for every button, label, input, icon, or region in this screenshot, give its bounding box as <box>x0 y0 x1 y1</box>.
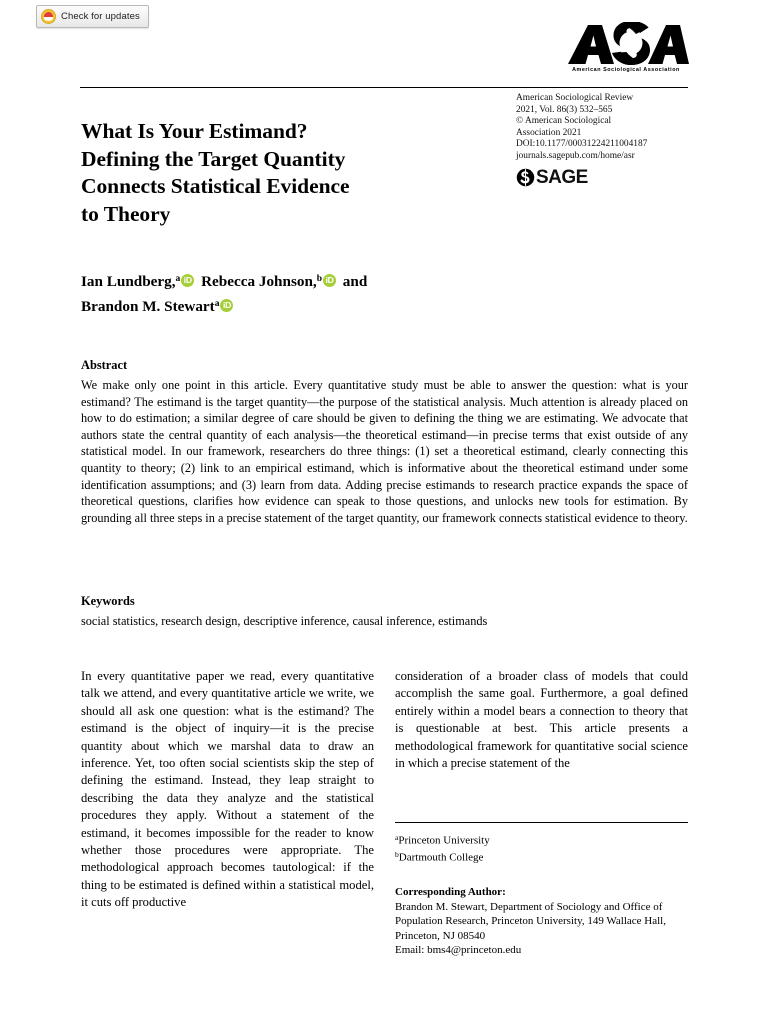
title-line-1: What Is Your Estimand? <box>81 119 308 144</box>
body-column-right: consideration of a broader class of mode… <box>395 668 688 772</box>
corresponding-author-heading: Corresponding Author: <box>395 886 506 898</box>
corresponding-author-block: Corresponding Author: Brandon M. Stewart… <box>395 885 692 958</box>
check-for-updates-label: Check for updates <box>61 11 140 22</box>
orcid-icon-label-2: iD <box>325 274 334 285</box>
journal-metadata: American Sociological Review 2021, Vol. … <box>516 93 696 187</box>
affiliation-text-b: Dartmouth College <box>398 851 484 864</box>
orcid-icon-3[interactable]: iD <box>220 298 234 312</box>
sage-wordmark: SAGE <box>536 166 588 188</box>
doi[interactable]: DOI:10.1177/00031224211004187 <box>516 139 648 150</box>
affiliation-marker-b: b <box>395 849 399 859</box>
keywords-text: social statistics, research design, desc… <box>81 614 488 628</box>
affiliation-marker-a: a <box>395 833 399 842</box>
asa-logo: American Sociological Association <box>562 22 690 73</box>
body-paragraph-left: In every quantitative paper we read, eve… <box>81 669 374 910</box>
orcid-icon-label-1: iD <box>183 274 192 285</box>
affiliation-a: aPrinceton University <box>395 831 688 848</box>
keywords-heading: Keywords <box>81 594 135 608</box>
page-title: What Is Your Estimand? Defining the Targ… <box>81 118 491 228</box>
author-affiliation-marker-3: a <box>214 298 220 309</box>
title-line-4: to Theory <box>81 201 171 226</box>
orcid-icon-1[interactable]: iD <box>181 273 195 287</box>
volume-pages: 2021, Vol. 86(3) 532–565 <box>516 104 613 115</box>
corresponding-author-address: Brandon M. Stewart, Department of Sociol… <box>395 900 666 942</box>
asa-wordmark-icon <box>568 22 689 65</box>
orcid-icon-2[interactable]: iD <box>323 273 336 287</box>
abstract-text: We make only one point in this article. … <box>81 378 688 525</box>
body-column-left: In every quantitative paper we read, eve… <box>81 668 374 912</box>
corresponding-author-email[interactable]: Email: bms4@princeton.edu <box>395 944 522 957</box>
author-list: Ian Lundberg,a iD Rebecca Johnson,b iD and… <box>81 268 501 318</box>
author-affiliation-marker-2: b <box>316 274 322 284</box>
check-for-updates-badge[interactable]: Check for updates <box>36 5 149 28</box>
author-name-1[interactable]: Ian Lundberg, <box>81 272 176 290</box>
title-line-2: Defining the Target Quantity <box>81 146 346 171</box>
asa-logo-subtitle: American Sociological Association <box>572 67 680 73</box>
author-name-3[interactable]: Brandon M. Stewart <box>81 297 215 315</box>
copyright-line-1: © American Sociological <box>516 116 612 127</box>
abstract-section: Abstract We make only one point in this … <box>81 358 688 526</box>
keywords-section: Keywords social statistics, research des… <box>81 594 688 630</box>
copyright-line-2: Association 2021 <box>516 127 582 138</box>
affiliation-b: bDartmouth College <box>395 848 688 865</box>
orcid-icon-label-3: iD <box>222 299 231 310</box>
author-affiliation-marker-1: a <box>175 274 181 284</box>
title-line-3: Connects Statistical Evidence <box>81 174 350 199</box>
sage-emblem-icon <box>516 168 535 186</box>
masthead-divider <box>80 87 688 88</box>
abstract-heading: Abstract <box>81 358 128 372</box>
author-name-2[interactable]: Rebecca Johnson, <box>201 272 317 290</box>
crossmark-icon <box>41 9 56 24</box>
footnote-divider <box>395 822 688 823</box>
affiliations: aPrinceton University bDartmouth College <box>395 831 688 864</box>
journal-name: American Sociological Review <box>516 93 634 103</box>
sage-logo: SAGE <box>516 168 696 187</box>
authors-conjunction: and <box>342 272 368 290</box>
affiliation-text-a: Princeton University <box>398 834 490 847</box>
journal-url[interactable]: journals.sagepub.com/home/asr <box>516 150 635 161</box>
body-paragraph-right: consideration of a broader class of mode… <box>395 669 688 771</box>
